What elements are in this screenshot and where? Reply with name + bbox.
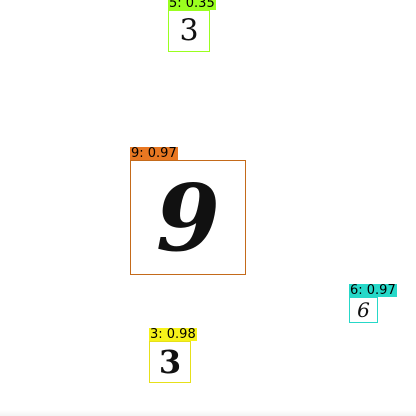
bounding-box-outline: [349, 297, 378, 323]
detection-label-9: 9: 0.97: [130, 146, 178, 161]
detection-box-6: 6: 0.97 6: [349, 284, 397, 323]
bounding-box-outline: [168, 10, 210, 52]
handwritten-digit-6: 6: [357, 298, 370, 322]
bounding-box-outline: [149, 341, 191, 383]
handwritten-digit-3: 3: [179, 13, 199, 49]
detection-label-6: 6: 0.97: [349, 283, 397, 298]
detection-label-3: 3: 0.98: [149, 327, 197, 342]
handwritten-digit-3: 3: [158, 343, 182, 381]
detection-box-9: 9: 0.97 9: [130, 147, 246, 275]
handwritten-digit-9: 9: [155, 163, 221, 272]
bottom-edge-strip: [0, 410, 416, 416]
detection-box-3: 3: 0.98 3: [149, 328, 197, 383]
detection-box-5: 5: 0.35 3: [168, 0, 216, 52]
detection-label-5: 5: 0.35: [168, 0, 216, 10]
bounding-box-outline: [130, 160, 246, 275]
